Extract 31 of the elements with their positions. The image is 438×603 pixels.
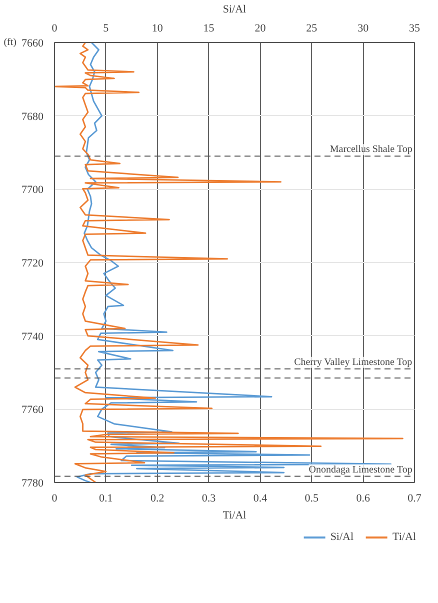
y-tick-label: 7740: [22, 330, 44, 343]
x2-tick-label: 0: [52, 22, 58, 34]
legend-label: Si/Al: [330, 531, 354, 543]
x2-tick-label: 35: [409, 22, 420, 34]
y-tick-label: 7680: [22, 110, 44, 123]
x2-tick-label: 5: [103, 22, 110, 34]
x2-tick-label: 20: [254, 22, 266, 34]
x2-tick-label: 15: [203, 22, 215, 34]
x-axis-title: Ti/Al: [222, 510, 246, 522]
x2-tick-label: 30: [358, 22, 370, 34]
x-tick-label: 0.1: [99, 492, 113, 504]
x-tick-label: 0.3: [202, 492, 216, 504]
y-tick-label: 7760: [22, 404, 44, 416]
x2-axis-title: Si/Al: [222, 4, 246, 16]
x-tick-label: 0.2: [150, 492, 164, 504]
x-tick-label: 0.4: [253, 492, 268, 504]
ref-line-label: Onondaga Limestone Top: [308, 464, 412, 476]
legend-label: Ti/Al: [392, 531, 416, 543]
y-tick-label: 7700: [22, 184, 44, 196]
ref-line-label: Cherry Valley Limestone Top: [294, 356, 412, 368]
y-tick-label: 7660: [22, 38, 44, 50]
x-tick-label: 0: [52, 492, 58, 504]
x2-tick-label: 10: [152, 22, 164, 34]
x-tick-label: 0.6: [356, 492, 370, 504]
y-tick-label: 7720: [22, 258, 44, 270]
ref-line-label: Marcellus Shale Top: [330, 144, 412, 156]
x-tick-label: 0.7: [408, 492, 422, 504]
y-tick-label: 7780: [22, 478, 44, 490]
y-axis-title: (ft): [4, 37, 17, 48]
x-tick-label: 0.5: [304, 492, 320, 504]
x2-tick-label: 25: [306, 22, 318, 34]
